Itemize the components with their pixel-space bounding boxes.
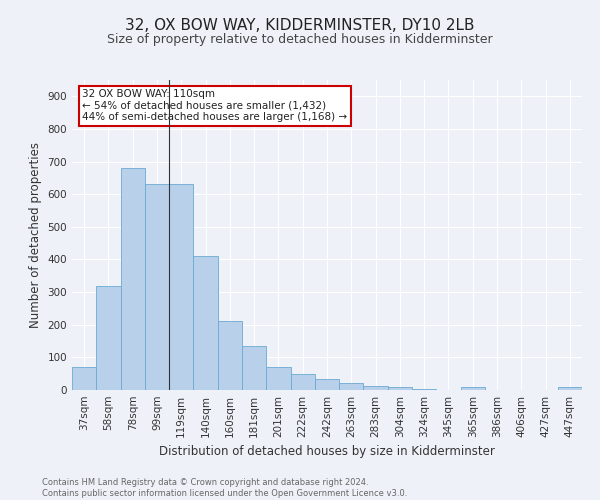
Text: 32 OX BOW WAY: 110sqm
← 54% of detached houses are smaller (1,432)
44% of semi-d: 32 OX BOW WAY: 110sqm ← 54% of detached … <box>82 90 347 122</box>
Bar <box>290 374 315 390</box>
Bar <box>266 367 290 390</box>
Bar <box>339 383 364 390</box>
Bar <box>193 256 218 390</box>
Bar <box>242 346 266 390</box>
Bar <box>72 367 96 390</box>
Bar <box>121 168 145 390</box>
Text: Contains HM Land Registry data © Crown copyright and database right 2024.
Contai: Contains HM Land Registry data © Crown c… <box>42 478 407 498</box>
Bar <box>145 184 169 390</box>
X-axis label: Distribution of detached houses by size in Kidderminster: Distribution of detached houses by size … <box>159 446 495 458</box>
Text: 32, OX BOW WAY, KIDDERMINSTER, DY10 2LB: 32, OX BOW WAY, KIDDERMINSTER, DY10 2LB <box>125 18 475 32</box>
Bar <box>218 322 242 390</box>
Bar <box>315 379 339 390</box>
Text: Size of property relative to detached houses in Kidderminster: Size of property relative to detached ho… <box>107 32 493 46</box>
Bar <box>388 388 412 390</box>
Y-axis label: Number of detached properties: Number of detached properties <box>29 142 42 328</box>
Bar <box>461 388 485 390</box>
Bar <box>96 286 121 390</box>
Bar <box>169 184 193 390</box>
Bar <box>364 386 388 390</box>
Bar <box>558 388 582 390</box>
